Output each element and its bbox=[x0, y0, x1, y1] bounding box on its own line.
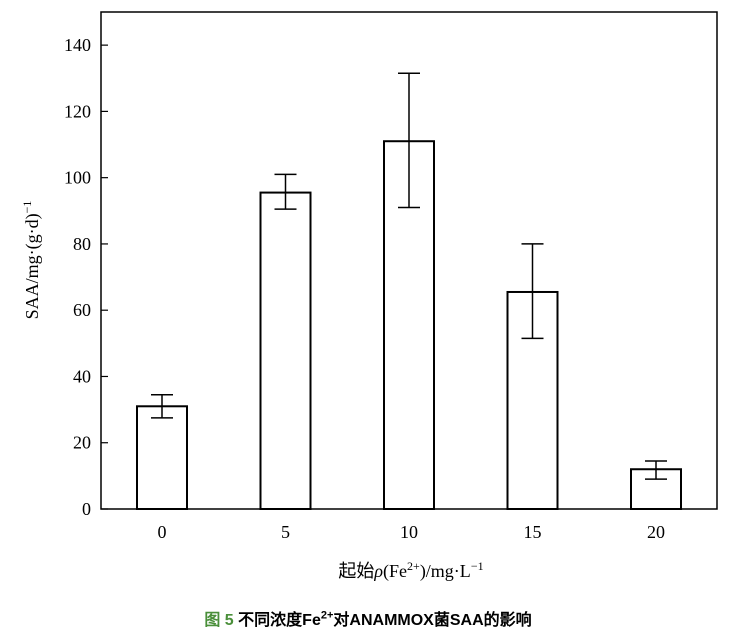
x-tick-label: 0 bbox=[158, 522, 167, 542]
y-axis-label: SAA/mg·(g·d)−1 bbox=[20, 201, 43, 320]
y-tick-label: 20 bbox=[73, 433, 91, 453]
figure-caption: 图 5 不同浓度Fe2+对ANAMMOX菌SAA的影响 bbox=[0, 606, 736, 630]
caption-superscript: 2+ bbox=[320, 609, 334, 622]
x-axis-label-mid2: )/mg·L bbox=[420, 561, 471, 582]
x-tick-label: 10 bbox=[400, 522, 418, 542]
y-tick-label: 0 bbox=[82, 499, 91, 519]
x-tick-label: 15 bbox=[524, 522, 542, 542]
y-axis-label-main: SAA/mg·(g·d) bbox=[22, 213, 43, 319]
y-tick-label: 40 bbox=[73, 366, 91, 386]
x-axis-label-rho: ρ bbox=[373, 561, 383, 581]
x-axis-label-mid: (Fe bbox=[383, 561, 407, 582]
x-axis-label: 起始ρ(Fe2+)/mg·L−1 bbox=[338, 559, 483, 582]
bar bbox=[136, 405, 188, 510]
x-tick-label: 20 bbox=[647, 522, 665, 542]
x-axis-label-sup2: −1 bbox=[471, 559, 484, 573]
caption-text-before: 不同浓度Fe bbox=[238, 612, 321, 629]
y-tick-label: 140 bbox=[64, 35, 91, 55]
y-axis-label-sup: −1 bbox=[20, 201, 34, 214]
x-axis-label-sup1: 2+ bbox=[407, 559, 420, 573]
bar-chart: 0 20 40 60 80 100 120 140 0 5 10 15 20 SAA/mg·(g·d)… bbox=[20, 11, 718, 582]
caption-text-after: 对ANAMMOX菌SAA的影响 bbox=[333, 612, 532, 629]
y-tick-label: 80 bbox=[73, 234, 91, 254]
error-bars-group bbox=[151, 72, 667, 480]
x-axis-label-prefix: 起始 bbox=[338, 561, 374, 581]
x-tick-label: 5 bbox=[281, 522, 290, 542]
y-tick-label: 120 bbox=[64, 101, 91, 121]
bar bbox=[259, 191, 312, 510]
y-tick-label: 100 bbox=[64, 168, 91, 188]
figure-number: 图 5 bbox=[204, 612, 234, 629]
y-axis-ticks: 0 20 40 60 80 100 120 140 bbox=[64, 35, 108, 519]
y-tick-label: 60 bbox=[73, 300, 91, 320]
